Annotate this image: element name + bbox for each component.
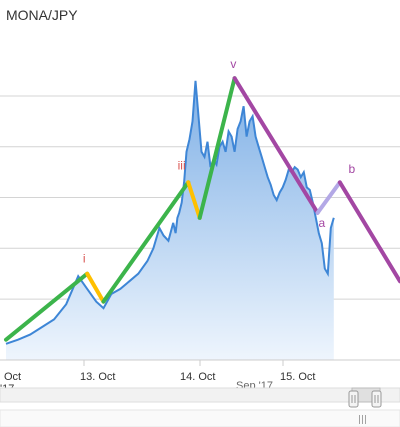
x-tick-label: 14. Oct [180, 371, 215, 383]
price-line [5, 80, 335, 345]
x-tick-label: 15. Oct [280, 371, 315, 383]
x-tick-label: 13. Oct [80, 371, 115, 383]
wave-segment [197, 76, 237, 220]
wave-label: i [83, 252, 86, 266]
wave-label: v [230, 57, 236, 71]
wave-label: a [318, 216, 325, 230]
price-area [5, 80, 335, 361]
wave-segment [337, 180, 400, 284]
wave-segment [4, 271, 90, 342]
scrollbar-grip-icon: ||| [358, 415, 367, 425]
chart-title: MONA/JPY [6, 7, 78, 23]
wave-segment [315, 180, 342, 215]
x-tick-label-left: Oct [4, 371, 21, 383]
navigator-handle-left[interactable] [348, 390, 359, 408]
wave-label: iii [178, 159, 186, 173]
navigator-track[interactable] [0, 387, 400, 403]
navigator-handle-right[interactable] [371, 390, 382, 408]
navigator-scrollbar[interactable] [0, 409, 400, 427]
wave-segment [85, 271, 106, 304]
wave-segment [101, 180, 191, 304]
wave-segment [232, 76, 320, 215]
wave-lines [4, 76, 400, 342]
wave-segment [186, 180, 202, 220]
wave-label: b [349, 162, 356, 176]
